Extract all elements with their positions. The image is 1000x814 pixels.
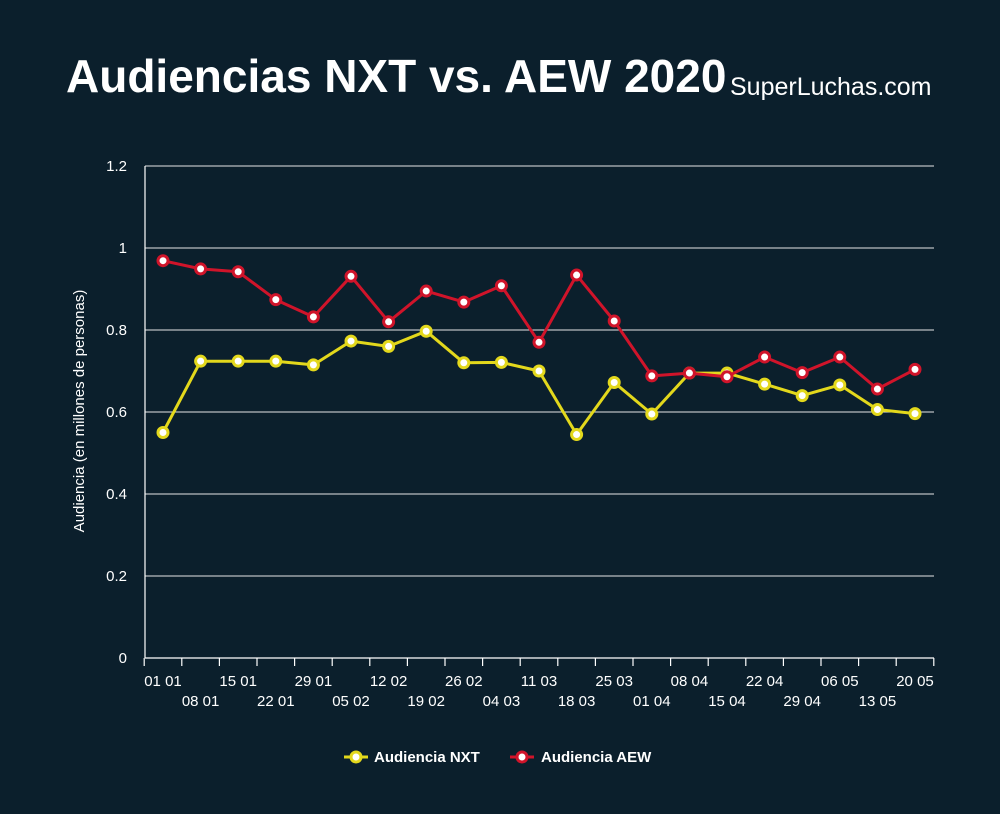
data-point-nxt[interactable] [344, 334, 358, 348]
x-tick-label: 08 04 [671, 673, 709, 690]
data-point-aew[interactable] [419, 284, 433, 298]
x-tick-label: 25 03 [595, 673, 633, 690]
grid-lines [145, 165, 934, 577]
legend: Audiencia NXT Audiencia AEW [344, 749, 652, 766]
y-axis-label: Audiencia (en millones de personas) [71, 290, 88, 533]
data-point-aew[interactable] [607, 314, 621, 328]
x-tick-label: 18 03 [558, 693, 596, 710]
data-point-nxt[interactable] [908, 407, 922, 421]
data-point-nxt[interactable] [532, 364, 546, 378]
x-tick-label: 20 05 [896, 673, 934, 690]
data-point-nxt[interactable] [870, 403, 884, 417]
x-tick-label: 26 02 [445, 673, 483, 690]
x-tick-label: 15 01 [219, 673, 257, 690]
brand-label: SuperLuchas.com [730, 73, 932, 101]
data-point-aew[interactable] [382, 315, 396, 329]
y-tick-label: 0 [119, 650, 127, 667]
data-point-aew[interactable] [908, 362, 922, 376]
x-tick-label: 08 01 [182, 693, 220, 710]
legend-aew-label: Audiencia AEW [541, 749, 652, 766]
data-point-aew[interactable] [231, 265, 245, 279]
data-point-nxt[interactable] [419, 324, 433, 338]
legend-item-aew[interactable]: Audiencia AEW [510, 749, 652, 766]
x-tick-label: 29 01 [295, 673, 333, 690]
data-point-aew[interactable] [682, 366, 696, 380]
x-tick-label: 13 05 [859, 693, 897, 710]
data-point-nxt[interactable] [194, 354, 208, 368]
chart-title: Audiencias NXT vs. AEW 2020 [66, 50, 726, 102]
data-point-nxt[interactable] [833, 378, 847, 392]
y-tick-label: 0.6 [106, 404, 127, 421]
data-point-nxt[interactable] [607, 375, 621, 389]
x-tick-label: 12 02 [370, 673, 408, 690]
x-tick-label: 01 01 [144, 673, 182, 690]
data-point-aew[interactable] [833, 350, 847, 364]
y-tick-label: 1.2 [106, 158, 127, 175]
data-point-nxt[interactable] [645, 407, 659, 421]
x-tick-label: 22 01 [257, 693, 295, 710]
x-tick-label: 19 02 [407, 693, 445, 710]
data-point-aew[interactable] [570, 268, 584, 282]
data-point-nxt[interactable] [156, 426, 170, 439]
x-tick-label: 04 03 [483, 693, 521, 710]
data-point-nxt[interactable] [306, 358, 320, 372]
data-point-nxt[interactable] [795, 389, 809, 403]
data-point-nxt[interactable] [570, 428, 584, 442]
data-point-aew[interactable] [494, 279, 508, 293]
data-point-nxt[interactable] [269, 354, 283, 368]
y-tick-label: 0.2 [106, 568, 127, 585]
x-tick-label: 22 04 [746, 673, 784, 690]
y-tick-label: 1 [119, 240, 127, 257]
legend-aew-marker [515, 750, 529, 764]
data-point-aew[interactable] [269, 293, 283, 307]
data-point-aew[interactable] [758, 350, 772, 364]
y-tick-label: 0.8 [106, 322, 127, 339]
data-point-aew[interactable] [645, 369, 659, 383]
data-point-aew[interactable] [194, 262, 208, 276]
data-point-nxt[interactable] [758, 377, 772, 391]
data-point-aew[interactable] [344, 269, 358, 283]
data-point-nxt[interactable] [382, 339, 396, 353]
series-lines [156, 254, 922, 442]
axes [143, 166, 935, 666]
x-tick-label: 15 04 [708, 693, 746, 710]
data-point-nxt[interactable] [494, 355, 508, 369]
y-tick-label: 0.4 [106, 486, 127, 503]
data-point-aew[interactable] [795, 366, 809, 380]
x-tick-label: 05 02 [332, 693, 370, 710]
legend-item-nxt[interactable]: Audiencia NXT [344, 749, 480, 766]
x-tick-label: 06 05 [821, 673, 859, 690]
data-point-aew[interactable] [306, 310, 320, 324]
data-point-nxt[interactable] [457, 356, 471, 370]
x-tick-label: 01 04 [633, 693, 671, 710]
data-point-aew[interactable] [870, 382, 884, 396]
data-point-aew[interactable] [720, 370, 734, 384]
data-point-aew[interactable] [532, 335, 546, 349]
legend-nxt-marker [349, 750, 363, 764]
series-aew [156, 254, 922, 396]
y-tick-labels: 0 0.2 0.4 0.6 0.8 1 1.2 [106, 158, 127, 667]
data-point-aew[interactable] [156, 254, 170, 268]
data-point-aew[interactable] [457, 295, 471, 309]
data-point-nxt[interactable] [231, 354, 245, 368]
x-tick-label: 29 04 [783, 693, 821, 710]
legend-nxt-label: Audiencia NXT [374, 749, 480, 766]
x-tick-label: 11 03 [521, 673, 557, 690]
